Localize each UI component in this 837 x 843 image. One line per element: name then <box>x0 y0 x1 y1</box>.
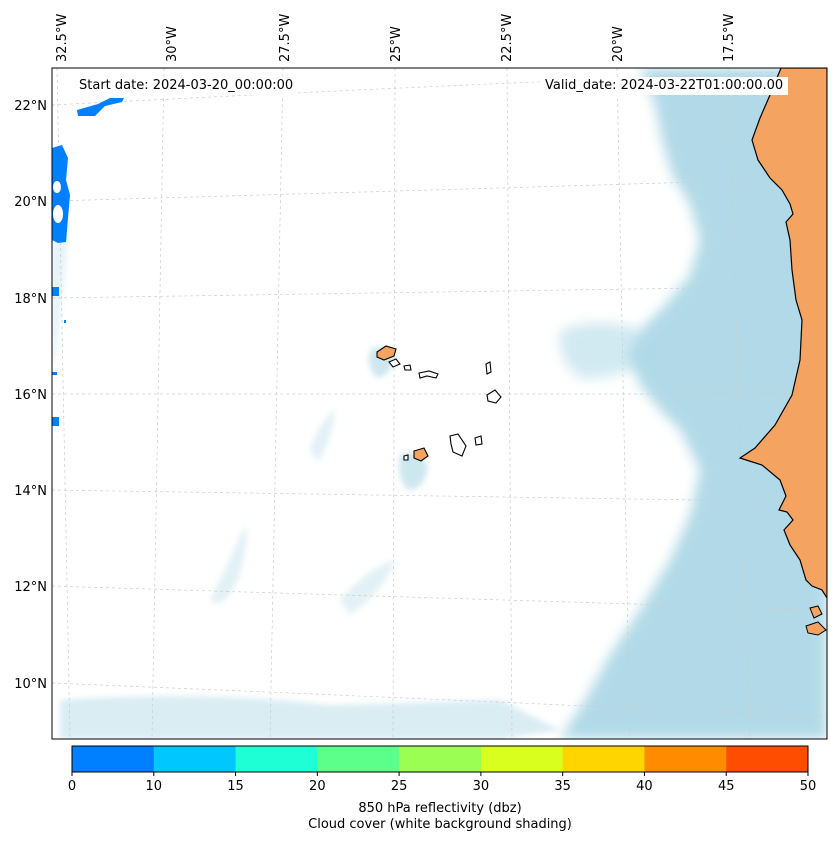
bijagos-islands <box>805 605 827 636</box>
island-sao-vicente <box>388 358 401 368</box>
colorbar-swatch <box>399 746 482 772</box>
island-santo-antao <box>376 345 397 361</box>
colorbar-tick-label: 25 <box>391 779 408 794</box>
colorbar-swatch <box>644 746 727 772</box>
colorbar-swatch <box>317 746 400 772</box>
lat-label: 10°N <box>14 677 47 692</box>
colorbar-tick-label: 35 <box>554 779 571 794</box>
island-sao-nicolau <box>418 370 439 379</box>
colorbar-swatch <box>726 746 809 772</box>
colorbar-border <box>71 745 809 773</box>
colorbar-label-cloud-cover: Cloud cover (white background shading) <box>308 817 572 832</box>
colorbar-ticks: 0 10 15 20 25 30 35 40 45 50 <box>68 772 816 794</box>
lat-label: 22°N <box>14 99 47 114</box>
island-santiago <box>449 433 467 457</box>
colorbar-tick-label: 10 <box>146 779 163 794</box>
colorbar-tick-label: 40 <box>636 779 653 794</box>
lat-label: 18°N <box>14 292 47 307</box>
colorbar-tick-label: 45 <box>718 779 735 794</box>
island-boa-vista <box>486 389 502 404</box>
colorbar-tick-label: 0 <box>68 779 76 794</box>
lon-label: 27.5°W <box>278 14 293 62</box>
island-sal <box>485 361 492 375</box>
map-gridlines <box>52 68 827 739</box>
lon-label: 32.5°W <box>55 14 70 62</box>
africa-landmass <box>738 68 827 600</box>
island-santa-luzia <box>403 364 412 371</box>
colorbar-swatches <box>72 746 809 772</box>
map-border <box>51 67 828 740</box>
island-maio <box>474 435 483 446</box>
colorbar-tick-label: 20 <box>309 779 326 794</box>
longitude-labels: 32.5°W 30°W 27.5°W 25°W 22.5°W 20°W 17.5… <box>55 14 737 62</box>
island-fogo <box>413 447 429 462</box>
map-area <box>52 68 827 739</box>
colorbar-swatch <box>235 746 318 772</box>
cape-verde-islands <box>376 345 502 462</box>
lat-label: 14°N <box>14 484 47 499</box>
lon-label: 22.5°W <box>500 14 515 62</box>
reflectivity-patches <box>52 98 124 426</box>
lon-label: 30°W <box>165 26 180 62</box>
start-date-label: Start date: 2024-03-20_00:00:00 <box>74 77 299 95</box>
colorbar-swatch <box>153 746 237 772</box>
valid-date-label: Valid_date: 2024-03-22T01:00:00.00 <box>540 77 789 95</box>
cloud-cover-shading <box>52 68 827 739</box>
colorbar-tick-label: 30 <box>473 779 490 794</box>
lat-label: 20°N <box>14 195 47 210</box>
island-brava <box>403 454 409 461</box>
lat-label: 16°N <box>14 388 47 403</box>
colorbar-label-reflectivity: 850 hPa reflectivity (dbz) <box>358 801 522 816</box>
colorbar: 0 10 15 20 25 30 35 40 45 50 <box>68 745 816 794</box>
colorbar-swatch <box>72 746 155 772</box>
colorbar-tick-label: 15 <box>227 779 244 794</box>
lon-label: 20°W <box>611 26 626 62</box>
colorbar-swatch <box>562 746 645 772</box>
colorbar-tick-label: 50 <box>800 779 817 794</box>
colorbar-swatch <box>480 746 564 772</box>
latitude-labels: 22°N 20°N 18°N 16°N 14°N 12°N 10°N <box>14 99 47 692</box>
lat-label: 12°N <box>14 580 47 595</box>
colorbar-title: 850 hPa reflectivity (dbz) Cloud cover (… <box>72 801 808 833</box>
lon-label: 17.5°W <box>722 14 737 62</box>
lon-label: 25°W <box>389 26 404 62</box>
